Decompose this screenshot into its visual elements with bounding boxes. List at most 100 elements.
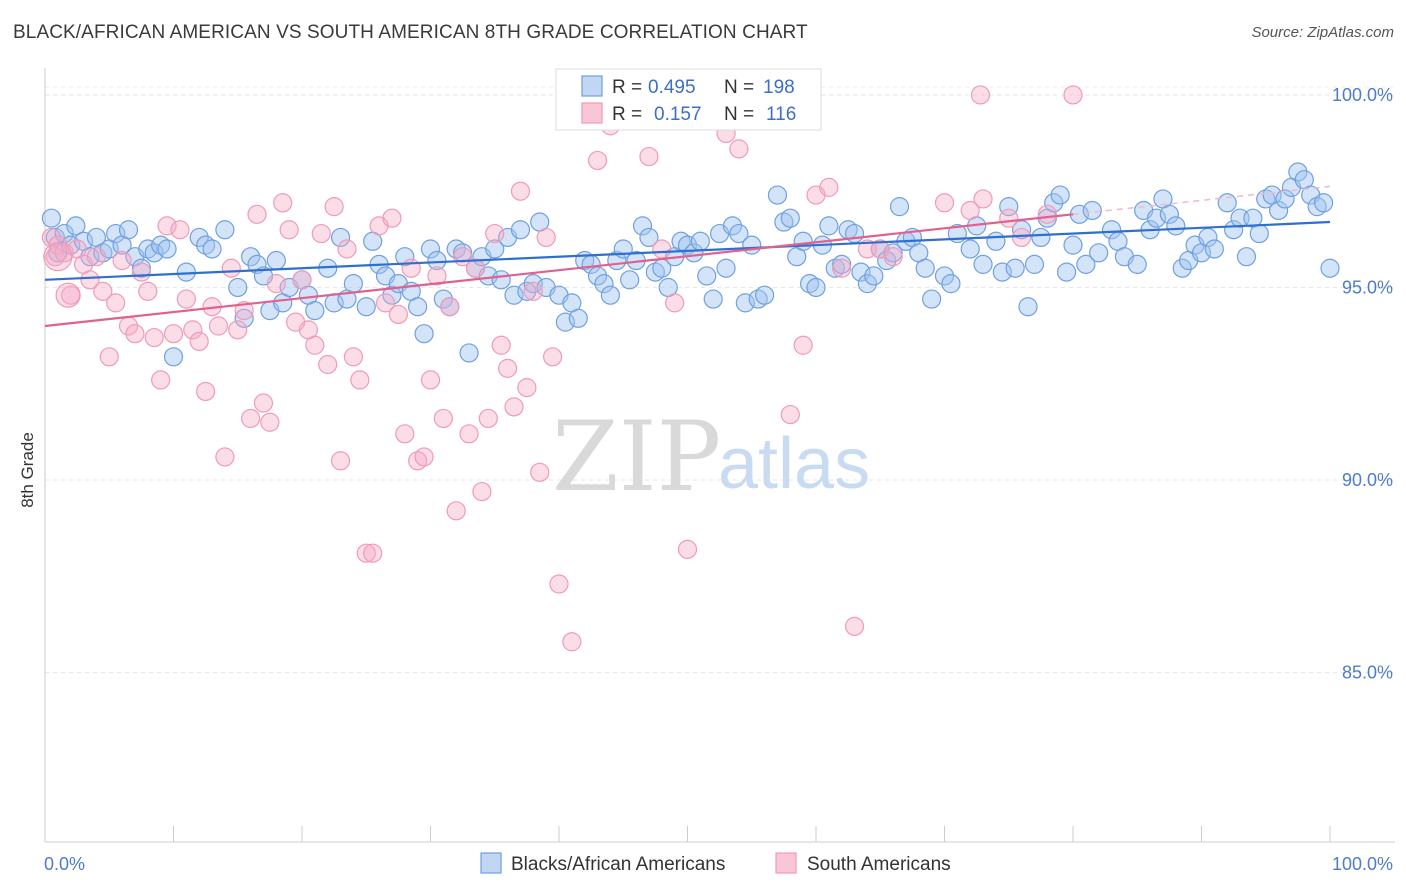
point-south-americans-2	[48, 235, 68, 255]
point-blacks-136	[986, 231, 1006, 251]
point-blacks-105	[767, 185, 788, 205]
point-south-americans-57	[401, 258, 421, 278]
point-south-americans-73	[504, 397, 524, 417]
point-south-americans-32	[241, 408, 261, 429]
stats-r-value-1: 0.495	[648, 77, 696, 98]
point-blacks-13	[118, 220, 139, 240]
point-blacks-93	[684, 243, 704, 263]
point-south-americans-27	[208, 316, 229, 336]
point-south-americans-34	[253, 393, 274, 413]
watermark: ZIP atlas	[552, 401, 870, 513]
point-south-americans-18	[151, 370, 171, 390]
point-blacks-94	[690, 231, 710, 251]
point-blacks-79	[594, 274, 614, 294]
point-south-americans-66	[459, 424, 479, 444]
point-south-americans-67	[465, 258, 486, 278]
point-blacks-151	[1082, 200, 1102, 221]
stats-n-label-2: N =	[724, 104, 754, 125]
point-south-americans-8	[86, 247, 107, 267]
point-blacks-117	[844, 223, 865, 244]
point-blacks-185	[1320, 258, 1340, 278]
point-blacks-138	[999, 197, 1019, 217]
point-blacks-86	[639, 227, 659, 248]
point-blacks-100	[729, 223, 749, 244]
point-blacks-145	[1044, 193, 1064, 213]
point-blacks-141	[1018, 297, 1038, 317]
point-south-americans-59	[414, 447, 434, 467]
point-blacks-22	[189, 227, 209, 248]
point-blacks-119	[857, 274, 878, 294]
watermark-zip: ZIP	[552, 401, 721, 513]
point-blacks-148	[1063, 235, 1083, 255]
point-blacks-104	[754, 285, 775, 305]
point-south-americans-64	[446, 501, 466, 521]
point-blacks-28	[241, 247, 261, 267]
stats-swatch-blue	[581, 75, 603, 97]
stats-r-label-1: R =	[612, 77, 642, 98]
point-blacks-99	[722, 216, 743, 236]
point-blacks-37	[305, 300, 325, 321]
point-blacks-177	[1268, 200, 1289, 221]
point-blacks-135	[973, 254, 993, 274]
point-blacks-25	[215, 220, 235, 240]
point-south-americans-112	[1037, 204, 1057, 224]
point-blacks-130	[934, 266, 955, 286]
point-blacks-42	[343, 274, 363, 294]
legend-label-blacks: Blacks/African Americans	[511, 854, 725, 875]
y-tick-labels: 100.0% 95.0% 90.0% 85.0%	[1332, 85, 1393, 683]
point-south-americans-81	[562, 632, 582, 652]
point-blacks-47	[382, 285, 402, 305]
point-south-americans-55	[388, 304, 408, 325]
point-south-americans-89	[665, 293, 685, 313]
point-south-americans-98	[780, 404, 800, 425]
point-blacks-24	[202, 239, 222, 259]
point-blacks-40	[330, 227, 351, 248]
source-label: Source: ZipAtlas.com	[1251, 24, 1394, 41]
point-blacks-133	[960, 239, 980, 259]
point-south-americans-35	[260, 412, 280, 432]
y-tick-label-3: 85.0%	[1342, 663, 1393, 683]
point-blacks-54	[427, 250, 447, 271]
point-south-americans-83	[587, 150, 608, 171]
point-south-americans-19	[157, 216, 177, 236]
trend-line-blacks	[44, 220, 1331, 281]
x-tick-labels: 0.0% 100.0%	[44, 854, 1393, 874]
point-blacks-178	[1275, 189, 1295, 209]
point-south-americans-51	[363, 543, 383, 563]
point-south-americans-43	[311, 223, 331, 244]
point-south-americans-72	[498, 358, 518, 378]
point-south-americans-71	[491, 335, 511, 355]
point-south-americans-37	[273, 193, 293, 213]
legend: Blacks/African Americans South Americans	[480, 852, 951, 875]
point-blacks-142	[1024, 254, 1045, 274]
watermark-atlas: atlas	[718, 424, 870, 504]
point-south-americans-75	[517, 378, 537, 398]
point-south-americans-48	[343, 347, 363, 367]
y-tick-label-0: 100.0%	[1332, 85, 1393, 105]
point-blacks-109	[793, 231, 813, 251]
point-blacks-0	[41, 208, 62, 228]
point-blacks-161	[1159, 204, 1179, 224]
point-south-americans-109	[973, 189, 993, 209]
point-blacks-184	[1313, 193, 1334, 213]
point-blacks-32	[266, 250, 286, 271]
point-south-americans-110	[999, 208, 1019, 228]
data-points	[41, 85, 1340, 652]
point-blacks-85	[632, 216, 653, 236]
grid	[45, 86, 1395, 674]
point-blacks-63	[485, 239, 505, 259]
chart-title: BLACK/AFRICAN AMERICAN VS SOUTH AMERICAN…	[13, 22, 808, 43]
point-south-americans-large-1	[55, 282, 81, 308]
point-south-americans-70	[485, 223, 505, 244]
point-blacks-29	[247, 254, 267, 274]
point-blacks-162	[1166, 216, 1186, 236]
point-south-americans-25	[196, 381, 216, 402]
point-blacks-159	[1146, 208, 1167, 228]
point-blacks-67	[510, 220, 531, 240]
point-blacks-3	[54, 223, 74, 244]
point-south-americans-38	[279, 220, 299, 240]
point-blacks-68	[517, 281, 537, 301]
point-south-americans-42	[305, 335, 325, 355]
point-south-americans-61	[427, 266, 447, 286]
